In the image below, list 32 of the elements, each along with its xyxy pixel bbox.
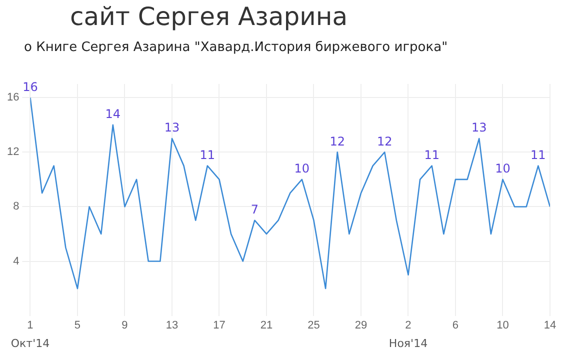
x-tick-label: 29 — [354, 319, 368, 332]
chart-title: сайт Сергея Азарина — [70, 2, 348, 31]
chart-subtitle: о Книге Сергея Азарина "Хавард.История биржевого игрока" — [24, 40, 448, 55]
x-tick-label: 13 — [166, 319, 178, 332]
text: Окт'14 — [10, 337, 50, 350]
x-tick-label: 9 — [122, 319, 128, 332]
x-tick-label: 25 — [308, 319, 320, 332]
data-label: 12 — [376, 134, 392, 148]
data-label: 11 — [200, 148, 216, 162]
x-tick-label: 14 — [544, 319, 556, 332]
x-tick-label: 6 — [452, 319, 459, 332]
x-tick-label: 2 — [405, 319, 412, 332]
x-tick-label: 1 — [27, 319, 34, 332]
y-tick-label: 8 — [13, 200, 20, 213]
y-tick-label: 12 — [6, 146, 20, 158]
x-tick-label: 21 — [260, 319, 273, 332]
y-tick-label: 4 — [13, 255, 20, 268]
x-tick-label: 5 — [74, 319, 81, 332]
x-tick-label: 10 — [496, 319, 509, 332]
data-label: 11 — [530, 148, 546, 162]
data-label: 11 — [424, 148, 440, 162]
x-tick-label: 17 — [213, 319, 226, 332]
y-tick-label: 16 — [6, 92, 20, 104]
data-label: 16 — [22, 80, 38, 94]
data-label: 10 — [294, 162, 310, 176]
data-label: 13 — [164, 120, 180, 135]
data-label: 14 — [105, 107, 121, 122]
data-label: 7 — [250, 202, 258, 216]
text: Ноя'14 — [388, 337, 428, 350]
data-label: 10 — [495, 162, 510, 176]
data-label: 13 — [471, 120, 487, 135]
data-label: 12 — [330, 134, 346, 148]
